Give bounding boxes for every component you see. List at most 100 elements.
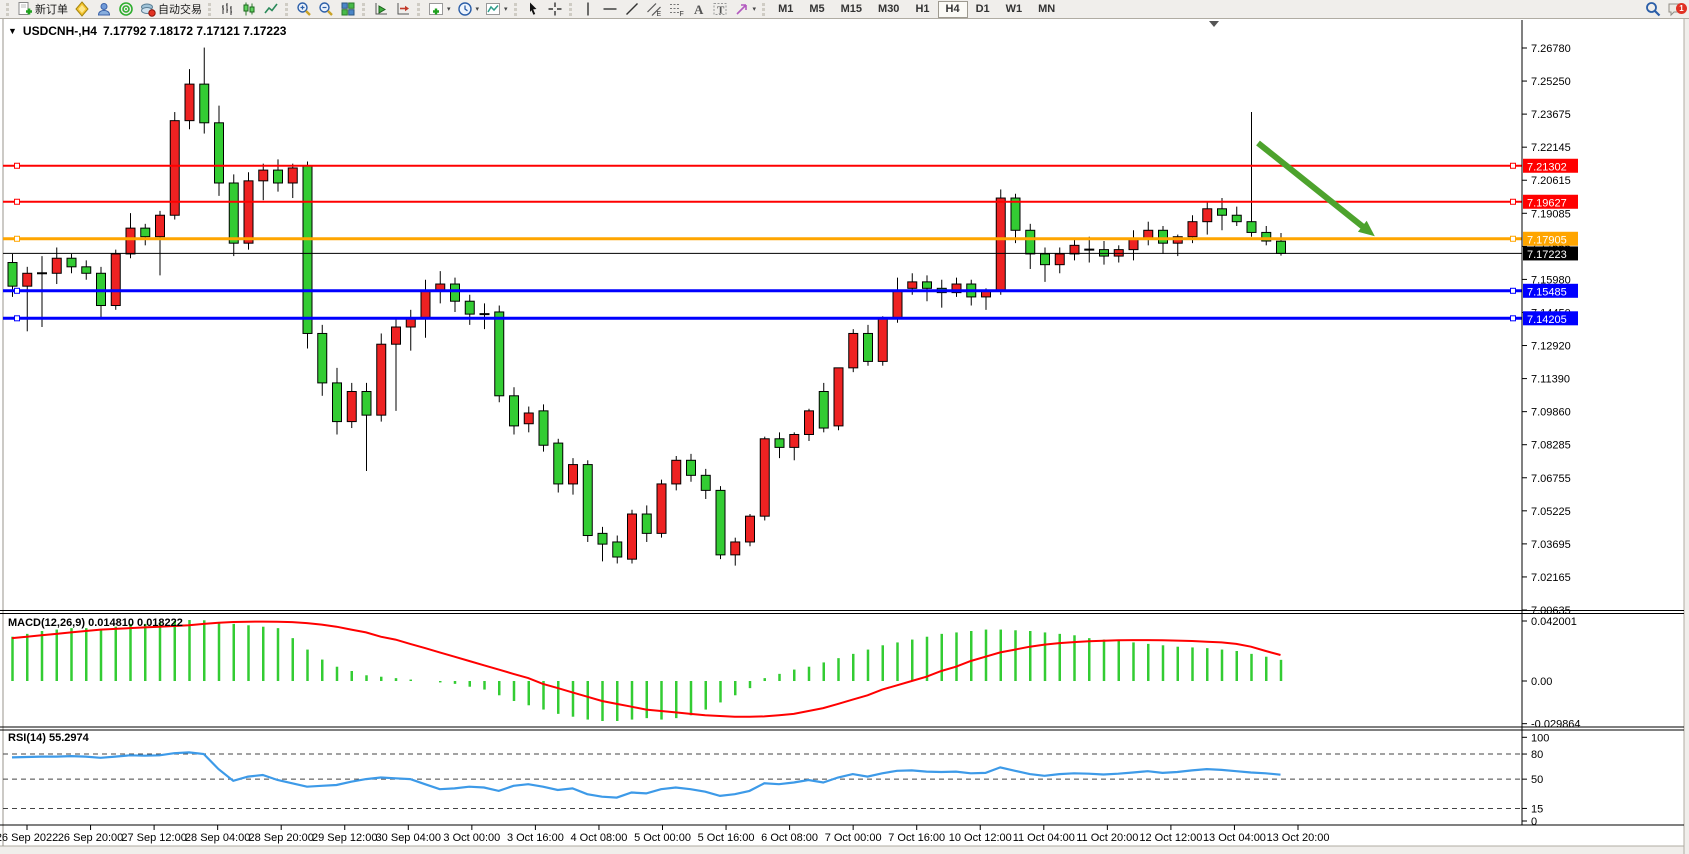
candle-up xyxy=(804,410,814,435)
line-handle[interactable] xyxy=(14,162,20,169)
chart-symbol-period: USDCNH-,H4 xyxy=(22,24,97,38)
time-label: 30 Sep 04:00 xyxy=(376,832,441,844)
tab-timeframe-M30[interactable]: M30 xyxy=(878,3,900,15)
line-handle[interactable] xyxy=(14,315,20,322)
vertical-line-icon xyxy=(580,1,596,17)
toolbar-grip[interactable] xyxy=(285,2,290,16)
zoom-in-button[interactable] xyxy=(293,1,315,18)
tab-timeframe-M5[interactable]: M5 xyxy=(809,3,825,15)
candle-up xyxy=(155,214,165,238)
tab-timeframe-M1[interactable]: M1 xyxy=(778,3,794,15)
time-label: 7 Oct 16:00 xyxy=(888,832,945,844)
line-handle[interactable] xyxy=(14,235,20,242)
time-label: 28 Sep 04:00 xyxy=(185,832,250,844)
time-label: 3 Oct 16:00 xyxy=(507,832,564,844)
candle-down xyxy=(1261,231,1272,242)
candle-down xyxy=(597,532,608,545)
toolbar-grip[interactable] xyxy=(208,2,213,16)
templates-button[interactable]: ▾ xyxy=(482,1,511,18)
line-handle[interactable] xyxy=(1510,287,1516,294)
periods-button[interactable]: ▾ xyxy=(454,1,483,18)
price-line-badge-label: 7.15485 xyxy=(1527,286,1567,298)
tile-windows-button[interactable] xyxy=(337,1,359,18)
line-handle[interactable] xyxy=(14,198,20,205)
notifications-button[interactable]: 1 xyxy=(1664,1,1687,18)
candle-down xyxy=(66,257,77,268)
candle-up xyxy=(420,289,431,319)
trend-arrow-annotation[interactable] xyxy=(1256,140,1369,233)
line-handle[interactable] xyxy=(14,287,20,294)
strategy-tester-button[interactable] xyxy=(115,1,137,18)
price-line-badge xyxy=(1523,158,1578,173)
bar-chart-button[interactable] xyxy=(216,1,238,18)
chart-shift-marker[interactable] xyxy=(1209,21,1219,27)
candle-up xyxy=(258,169,269,182)
text-label-button[interactable]: T xyxy=(709,1,731,18)
line-chart-button[interactable] xyxy=(260,1,282,18)
crosshair-icon xyxy=(547,1,563,17)
auto-trading-button[interactable]: 自动交易 xyxy=(137,1,205,18)
price-label: 7.05225 xyxy=(1531,506,1571,518)
candlestick-chart-button[interactable] xyxy=(238,1,260,18)
auto-scroll-icon xyxy=(373,1,389,17)
profiles-icon xyxy=(96,1,112,17)
tab-timeframe-H4[interactable]: H4 xyxy=(937,0,968,18)
price-line-badge xyxy=(1523,194,1578,209)
price-line-badge xyxy=(1523,283,1578,298)
cursor-button[interactable] xyxy=(522,1,544,18)
text-button[interactable]: A xyxy=(687,1,709,18)
new-chart-button[interactable] xyxy=(71,1,93,18)
candle-down xyxy=(214,122,224,184)
line-handle[interactable] xyxy=(1510,162,1516,169)
tab-timeframe-H1[interactable]: H1 xyxy=(915,3,930,15)
toolbar-grip[interactable] xyxy=(6,2,11,16)
candle-down xyxy=(494,311,505,397)
text-label-icon: T xyxy=(712,1,728,17)
auto-scroll-button[interactable] xyxy=(370,1,392,18)
tab-timeframe-W1[interactable]: W1 xyxy=(1005,3,1023,15)
toolbar-grip[interactable] xyxy=(762,2,767,16)
candle-up xyxy=(833,367,844,427)
vertical-line-button[interactable] xyxy=(577,1,599,18)
time-label: 7 Oct 00:00 xyxy=(825,832,882,844)
line-handle[interactable] xyxy=(1510,198,1516,205)
line-chart-icon xyxy=(263,1,279,17)
toolbar-grip[interactable] xyxy=(568,2,574,16)
chart-shift-button[interactable] xyxy=(392,1,414,18)
text-icon: A xyxy=(690,1,706,17)
search-button[interactable] xyxy=(1642,1,1664,18)
tab-timeframe-M15[interactable]: M15 xyxy=(840,3,863,15)
indicators-button[interactable]: ▾ xyxy=(425,1,454,18)
channel-icon: E xyxy=(646,1,662,17)
tab-timeframe-MN[interactable]: MN xyxy=(1038,3,1056,15)
candlestick-icon xyxy=(241,1,257,17)
tab-timeframe-D1[interactable]: D1 xyxy=(975,3,990,15)
toolbar-grip[interactable] xyxy=(417,2,422,16)
chart-canvas[interactable]: 7.26780 7.25250 7.23675 7.22145 7.20615 7.190… xyxy=(0,19,1689,854)
candle-down xyxy=(700,474,711,491)
template-icon xyxy=(485,1,501,17)
channel-button[interactable]: E xyxy=(643,1,665,18)
new-order-button[interactable]: 新订单 xyxy=(14,1,71,18)
toolbar-grip[interactable] xyxy=(362,2,367,16)
line-handle[interactable] xyxy=(1510,315,1516,322)
trendline-button[interactable] xyxy=(621,1,643,18)
price-label: 7.22145 xyxy=(1531,142,1571,154)
toolbar-grip[interactable] xyxy=(513,2,519,16)
price-line-badge xyxy=(1523,311,1578,326)
arrows-button[interactable]: ▾ xyxy=(731,1,760,18)
candle-up xyxy=(110,253,121,307)
candle-up xyxy=(745,515,755,543)
line-handle[interactable] xyxy=(1510,235,1516,242)
rsi-scale-label: 80 xyxy=(1531,749,1543,761)
candle-up xyxy=(730,541,741,556)
candle-down xyxy=(464,300,475,315)
crosshair-button[interactable] xyxy=(544,1,566,18)
candle-up xyxy=(892,289,903,319)
price-label: 7.12920 xyxy=(1531,341,1571,353)
chart-menu-caret-icon[interactable]: ▼ xyxy=(8,26,17,36)
fibonacci-button[interactable]: F xyxy=(665,1,687,18)
zoom-out-button[interactable] xyxy=(315,1,337,18)
profiles-button[interactable] xyxy=(93,1,115,18)
horizontal-line-button[interactable] xyxy=(599,1,621,18)
